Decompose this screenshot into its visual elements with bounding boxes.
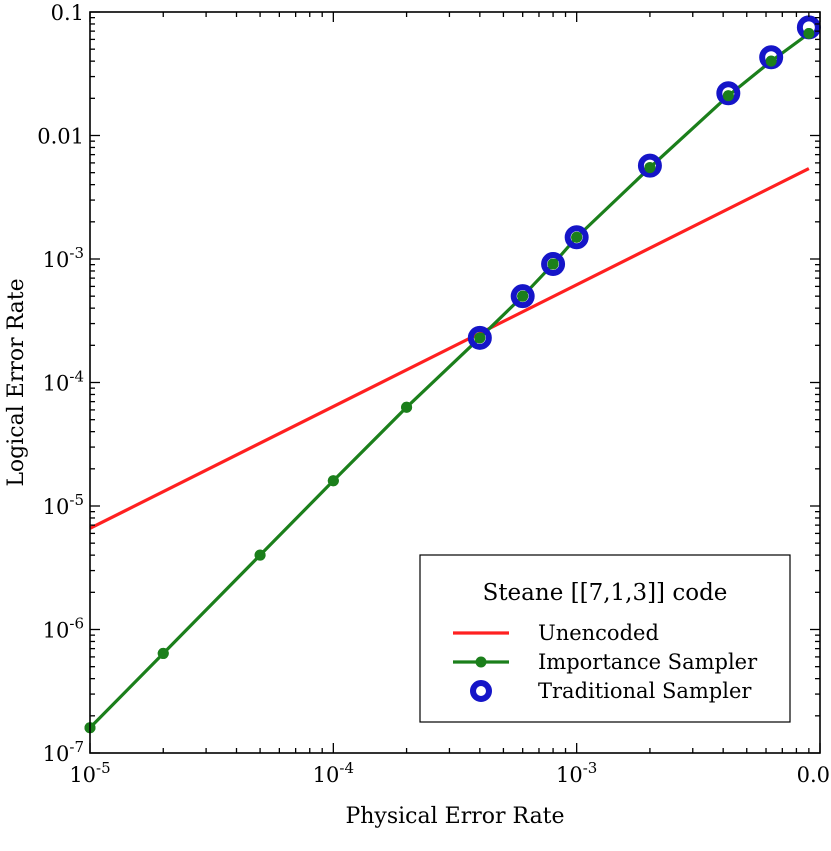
traditional-sampler-point [716,81,741,106]
y-tick-label: 0.01 [37,125,84,149]
traditional-sampler-point [637,153,662,178]
legend-marker-importance-sampler [475,656,487,668]
x-tick-label: 0.01 [797,763,831,787]
importance-sampler-point-overlay [571,231,583,243]
unencoded-line [89,167,810,530]
x-axis-title: Physical Error Rate [345,804,564,829]
importance-sampler-point-overlay [157,647,169,659]
importance-sampler-point-overlay [517,290,529,302]
traditional-sampler-point [467,325,492,350]
x-tick-label: 10-5 [69,759,110,787]
importance-sampler-point-overlay [765,55,777,67]
series-layer [84,15,821,734]
legend-label-unencoded: Unencoded [538,621,659,645]
x-tick-label: 10-3 [556,759,597,787]
importance-sampler-point-overlay [474,332,486,344]
importance-sampler-point-overlay [547,258,559,270]
x-tick-label: 10-4 [313,759,354,787]
importance-sampler-point-overlay [803,27,815,39]
y-tick-label: 10-4 [43,368,84,396]
legend-label-traditional-sampler: Traditional Sampler [538,679,752,703]
plot-frame [89,11,821,754]
legend-label-importance-sampler: Importance Sampler [538,650,758,674]
y-tick-label: 10-7 [43,738,84,766]
traditional-sampler-point [541,252,566,277]
y-tick-label: 0.1 [51,1,84,25]
importance-sampler-point-overlay [401,401,413,413]
importance-sampler-point-overlay [327,475,339,487]
traditional-sampler-point [510,284,535,309]
importance-sampler-point-overlay [722,90,734,102]
importance-sampler-point-overlay [254,549,266,561]
ticks-layer: 10-5 10-4 10-3 0.01 10-7 10-6 10-5 10-4 10-3 0.01… [37,1,831,787]
y-tick-label: 10-6 [43,615,84,643]
y-tick-label: 10-3 [43,244,84,272]
traditional-sampler-point [564,225,589,250]
importance-sampler-point-overlay [644,162,656,174]
y-axis-title: Logical Error Rate [4,278,29,486]
legend: Steane [[7,1,3]] code Unencoded Importan… [419,554,791,723]
legend-marker-traditional-sampler [470,680,492,702]
legend-title: Steane [[7,1,3]] code [483,580,728,606]
y-tick-label: 10-5 [43,491,84,519]
